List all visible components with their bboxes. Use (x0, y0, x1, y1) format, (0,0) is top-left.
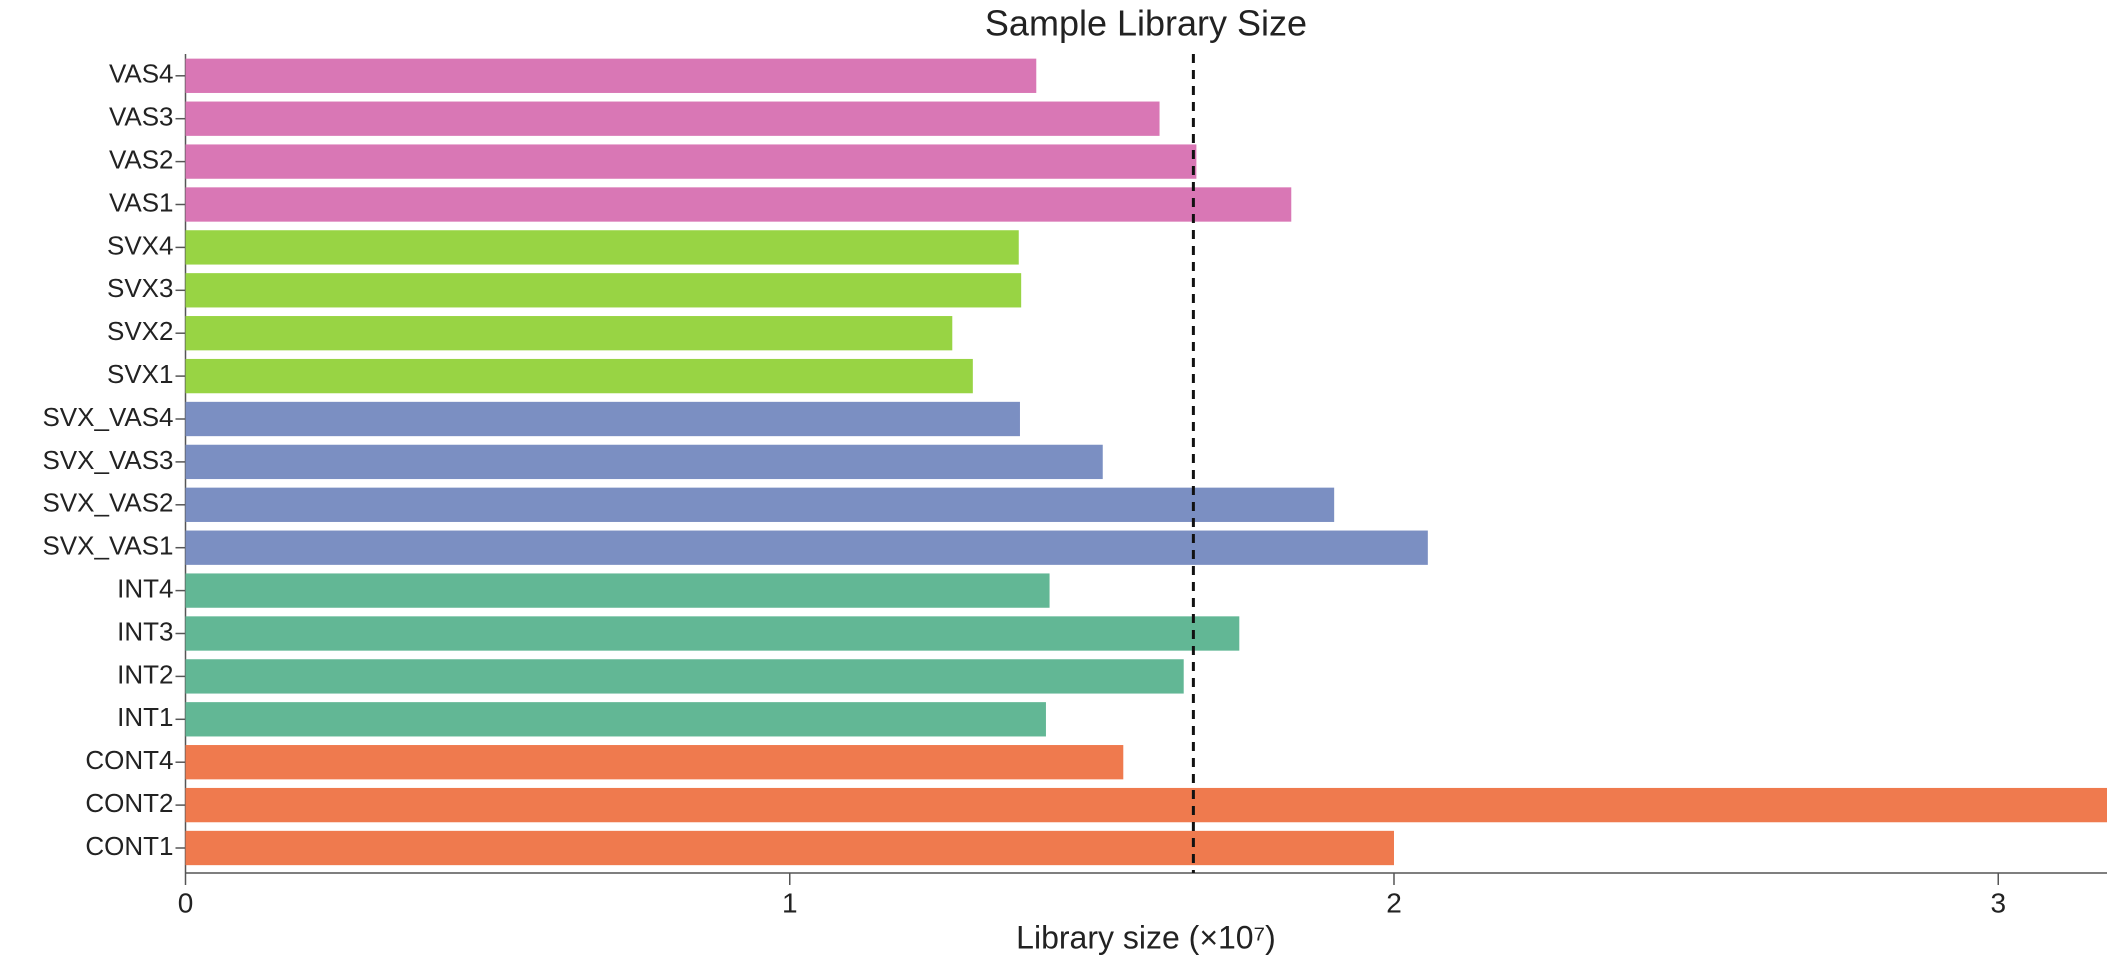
bar (185, 573, 1050, 608)
y-tick-label: VAS1 (109, 187, 174, 217)
bar (185, 316, 953, 351)
bar (185, 273, 1022, 308)
y-tick-label: SVX3 (107, 273, 174, 303)
bar (185, 787, 2107, 823)
y-tick-label: CONT2 (85, 788, 173, 818)
y-tick-label: SVX_VAS3 (42, 445, 173, 475)
y-tick-label: SVX_VAS2 (42, 488, 173, 518)
bar (185, 702, 1046, 737)
bar (185, 58, 1037, 93)
y-tick-label: SVX1 (107, 359, 174, 389)
bar (185, 830, 1394, 866)
bar (185, 358, 973, 394)
bar (185, 187, 1292, 222)
y-tick-label: VAS3 (109, 102, 174, 132)
bar (185, 444, 1103, 480)
x-tick-label: 2 (1386, 887, 1402, 918)
bar (185, 530, 1428, 565)
x-tick-label: 1 (782, 887, 798, 918)
y-tick-label: INT2 (117, 659, 173, 689)
bar (185, 659, 1184, 694)
y-tick-label: VAS2 (109, 144, 174, 174)
y-tick-label: SVX_VAS1 (42, 531, 173, 561)
y-tick-label: CONT4 (85, 745, 173, 775)
bar (185, 487, 1335, 522)
y-tick-label: CONT1 (85, 831, 173, 861)
y-tick-label: INT1 (117, 702, 173, 732)
bar (185, 745, 1124, 780)
y-tick-label: SVX2 (107, 316, 174, 346)
y-tick-label: SVX4 (107, 230, 174, 260)
y-tick-label: INT3 (117, 616, 173, 646)
x-axis-label: Library size (×10⁷) (1016, 919, 1276, 955)
y-tick-label: VAS4 (109, 59, 174, 89)
bar (185, 101, 1160, 136)
x-tick-label: 3 (1990, 887, 2006, 918)
y-tick-label: SVX_VAS4 (42, 402, 173, 432)
y-tick-label: INT4 (117, 573, 173, 603)
bar (185, 616, 1240, 651)
x-tick-label: 0 (178, 887, 194, 918)
bar (185, 401, 1020, 437)
bar (185, 230, 1019, 265)
chart-title: Sample Library Size (985, 3, 1307, 44)
bar (185, 144, 1197, 179)
